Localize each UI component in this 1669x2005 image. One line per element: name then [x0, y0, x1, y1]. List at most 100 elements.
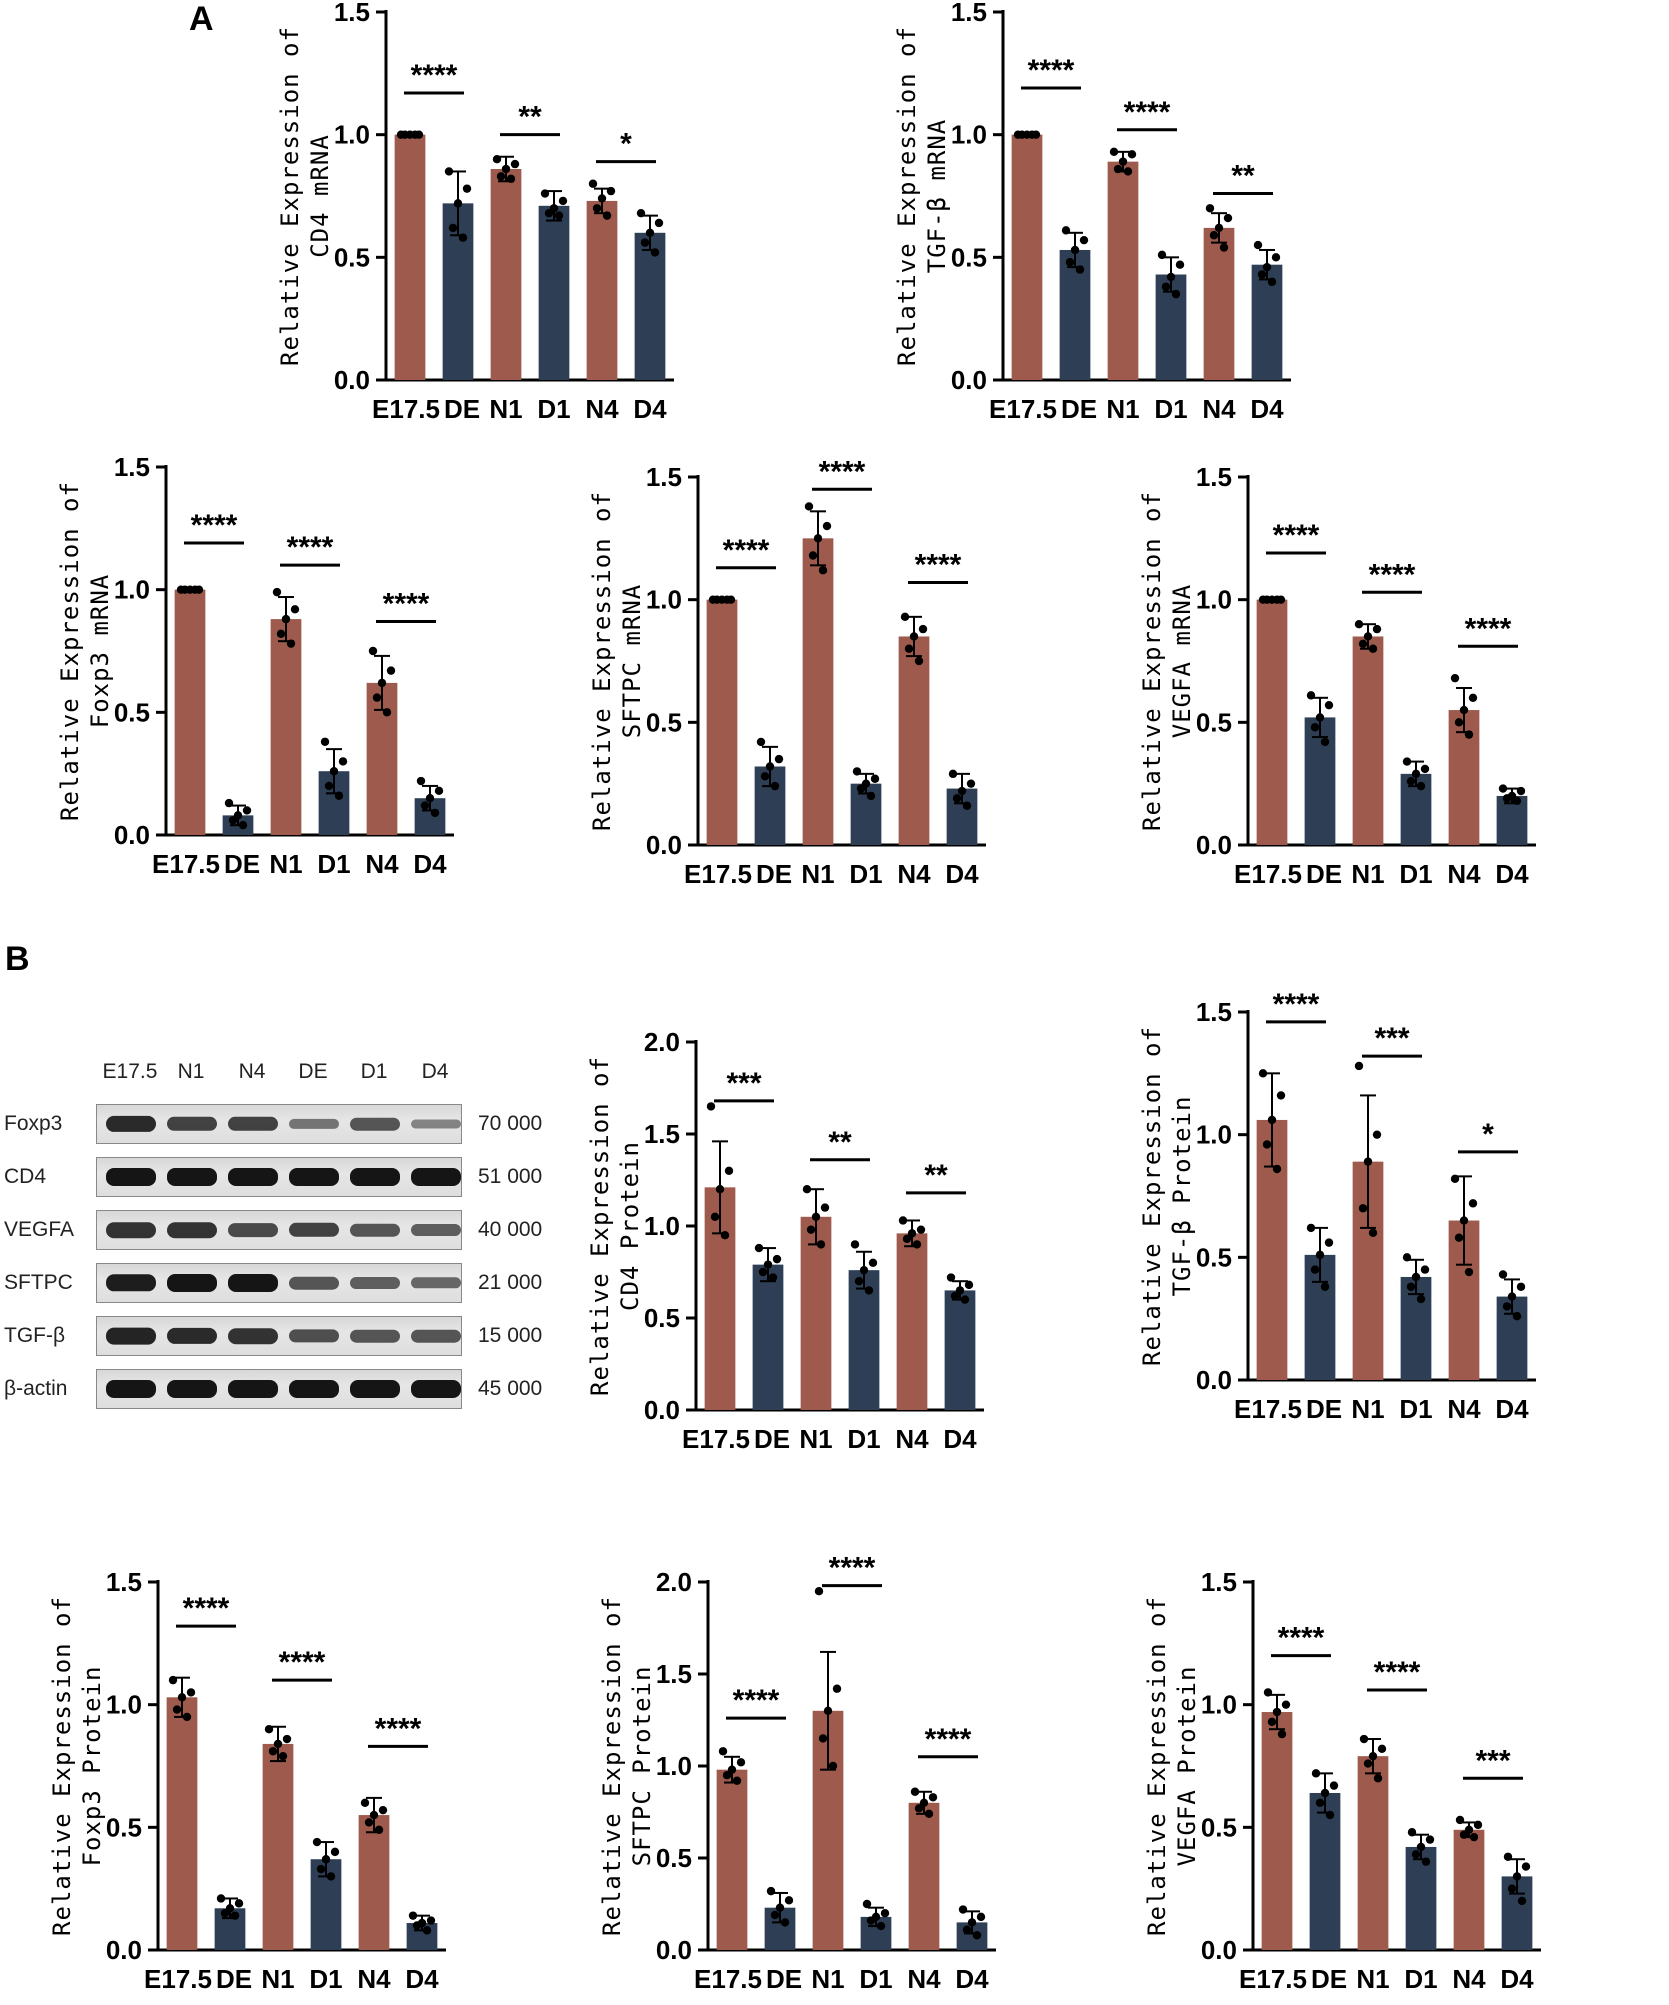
data-point: [818, 1734, 828, 1743]
x-tick-label: N1: [1351, 1394, 1384, 1424]
y-tick-label: 1.5: [1196, 997, 1232, 1027]
data-point: [1407, 1828, 1417, 1837]
data-point: [774, 754, 784, 764]
blot-strip: [96, 1369, 462, 1409]
data-point: [1372, 624, 1382, 634]
data-point: [273, 1739, 283, 1749]
data-point: [866, 791, 876, 801]
y-tick-label: 1.5: [1196, 462, 1232, 492]
y-axis-label: Relative Expression ofVEGFA Protein: [1143, 1596, 1201, 1936]
data-point: [321, 1855, 331, 1864]
data-point: [724, 1166, 734, 1175]
data-point: [1512, 796, 1522, 806]
data-point: [770, 781, 780, 791]
x-tick-label: N4: [895, 1424, 929, 1454]
blot-lane-label: D4: [421, 1060, 449, 1083]
data-point: [1469, 1832, 1479, 1842]
data-point: [1521, 1862, 1531, 1871]
blot-band: [411, 1277, 461, 1289]
data-point: [950, 1291, 960, 1301]
x-tick-label: D1: [309, 1964, 342, 1994]
x-tick-label: N1: [489, 394, 522, 424]
data-point: [919, 1798, 929, 1807]
data-point: [282, 1734, 292, 1744]
y-tick-label: 1.5: [646, 462, 682, 492]
data-point: [360, 1798, 370, 1807]
x-tick-label: D4: [945, 859, 979, 889]
data-point: [1257, 270, 1267, 279]
blot-band: [228, 1274, 278, 1292]
data-point: [1027, 130, 1037, 139]
y-tick-label: 1.0: [656, 1751, 692, 1781]
data-point: [758, 1267, 768, 1277]
significance-label: ****: [1028, 54, 1075, 87]
data-point: [916, 1225, 926, 1234]
data-point: [1209, 231, 1219, 240]
x-tick-label: N4: [1202, 394, 1236, 424]
x-tick-label: DE: [444, 394, 480, 424]
data-point: [736, 1758, 746, 1767]
y-tick-label: 0.0: [1196, 830, 1232, 860]
data-point: [808, 551, 818, 560]
data-point: [1406, 1282, 1416, 1291]
y-tick-label: 0.0: [646, 830, 682, 860]
data-point: [364, 1818, 374, 1827]
data-point: [597, 194, 607, 203]
blot-band: [167, 1168, 217, 1186]
data-point: [172, 1705, 182, 1714]
data-point: [1320, 737, 1330, 747]
data-point: [636, 208, 646, 218]
y-tick-label: 1.0: [644, 1211, 680, 1241]
data-point: [448, 223, 458, 233]
data-point: [425, 794, 435, 803]
significance-label: ***: [1374, 1022, 1409, 1055]
data-point: [1468, 693, 1478, 702]
data-point: [444, 167, 454, 176]
x-tick-label: D1: [847, 1424, 880, 1454]
significance-label: **: [924, 1159, 948, 1192]
y-tick-label: 0.5: [951, 242, 987, 272]
blot-band: [411, 1224, 461, 1236]
data-point: [234, 1899, 244, 1908]
bar: [1309, 1792, 1341, 1950]
data-point: [645, 228, 655, 237]
y-tick-label: 1.5: [644, 1119, 680, 1149]
data-point: [462, 184, 472, 193]
data-point: [1498, 784, 1508, 793]
y-tick-label: 1.5: [1201, 1567, 1237, 1597]
y-tick-label: 1.0: [1201, 1690, 1237, 1720]
blot-strip: [96, 1157, 462, 1197]
data-point: [1079, 235, 1089, 245]
data-point: [190, 585, 200, 594]
data-point: [540, 189, 550, 198]
x-tick-label: N4: [365, 849, 399, 879]
x-tick-label: DE: [766, 1964, 802, 1994]
blot-band: [350, 1117, 400, 1131]
y-tick-label: 0.0: [1196, 1365, 1232, 1395]
data-point: [1358, 639, 1368, 649]
data-point: [1075, 265, 1085, 274]
data-point: [720, 1231, 730, 1240]
x-tick-label: N4: [907, 1964, 941, 1994]
blot-mw-label: 70 000: [478, 1112, 543, 1135]
data-point: [1473, 1820, 1483, 1830]
blot-band: [411, 1119, 461, 1129]
x-tick-label: DE: [1306, 1394, 1342, 1424]
data-point: [813, 534, 823, 543]
y-tick-label: 0.5: [106, 1812, 142, 1842]
data-point: [1324, 1238, 1334, 1247]
blot-mw-label: 21 000: [478, 1271, 543, 1294]
data-point: [1325, 1810, 1335, 1820]
data-point: [866, 1916, 876, 1925]
x-tick-label: D4: [405, 1964, 439, 1994]
data-point: [177, 1693, 187, 1702]
data-point: [334, 791, 344, 800]
data-point: [281, 614, 291, 624]
x-tick-label: DE: [1306, 859, 1342, 889]
x-tick-label: D4: [1250, 394, 1284, 424]
bar: [490, 169, 522, 380]
x-tick-label: N1: [1356, 1964, 1389, 1994]
data-point: [852, 767, 862, 776]
data-point: [868, 1258, 878, 1267]
bar: [1453, 1829, 1485, 1950]
